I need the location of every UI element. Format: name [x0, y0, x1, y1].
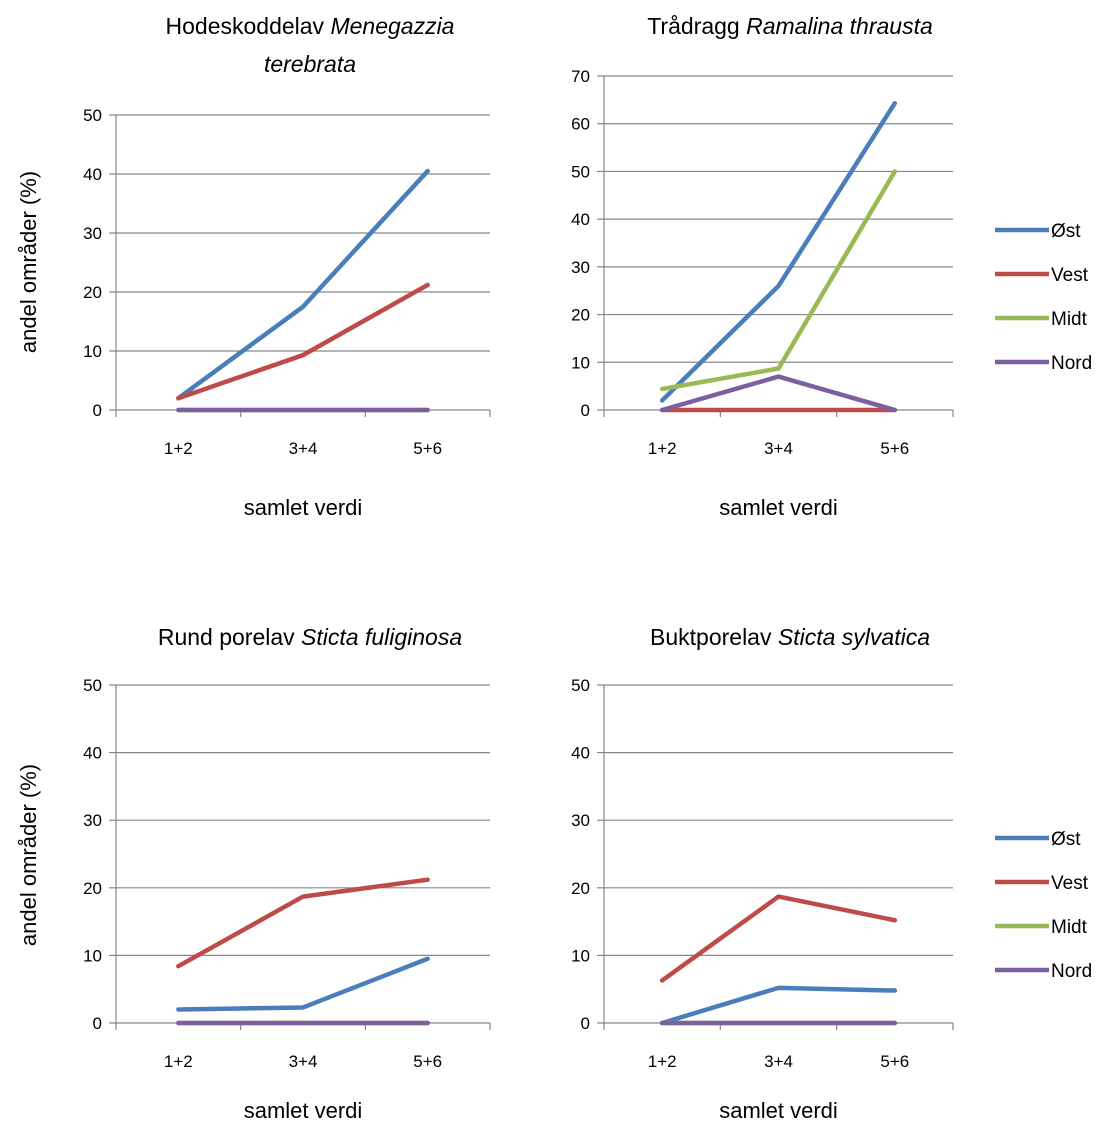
chart-title-text: Buktporelav — [650, 624, 778, 650]
y-tick-label: 50 — [571, 676, 590, 695]
legend-label: Midt — [1051, 309, 1088, 330]
x-axis-label: samlet verdi — [719, 495, 838, 520]
y-tick-label: 30 — [83, 811, 102, 830]
y-tick-label: 20 — [571, 879, 590, 898]
y-tick-label: 0 — [93, 1014, 102, 1033]
chart-title-text: Hodeskoddelav — [166, 13, 331, 39]
y-tick-label: 0 — [93, 401, 102, 420]
series-line--st — [659, 100, 898, 403]
y-tick-label: 50 — [83, 106, 102, 125]
chart-title-text: Rund porelav — [158, 624, 301, 650]
legend-label: Nord — [1051, 961, 1092, 982]
chart-panel-1: 0 10 20 30 40 50 1+2 3+4 5+6 Hodeskoddelav Menega… — [16, 13, 491, 520]
legend-label: Vest — [1051, 265, 1089, 286]
series-line-vest — [176, 877, 430, 969]
legend-2: Øst Vest Midt Nord — [995, 829, 1092, 982]
chart-title-line: Hodeskoddelav Menegazzia — [166, 13, 455, 39]
y-tick-label: 30 — [83, 224, 102, 243]
chart-title-line: Buktporelav Sticta sylvatica — [650, 624, 930, 650]
legend-label: Vest — [1051, 873, 1089, 894]
y-axis-label: andel områder (%) — [16, 764, 41, 946]
y-tick-label: 20 — [83, 879, 102, 898]
legend-1: Øst Vest Midt Nord — [995, 221, 1092, 374]
x-tick-label: 1+2 — [164, 439, 193, 458]
chart-title-text: Ramalina thrausta — [746, 13, 933, 39]
y-tick-label: 50 — [571, 162, 590, 181]
x-tick-label: 3+4 — [289, 1052, 318, 1071]
chart-title-line: Rund porelav Sticta fuliginosa — [158, 624, 462, 650]
y-tick-label: 40 — [571, 210, 590, 229]
legend-label: Øst — [1051, 829, 1081, 850]
y-tick-label: 40 — [571, 744, 590, 763]
y-tick-label: 20 — [83, 283, 102, 302]
chart-title-text: Menegazzia — [330, 13, 454, 39]
y-tick-label: 40 — [83, 165, 102, 184]
chart-title-text: Trådragg — [647, 13, 746, 39]
series-line-vest — [176, 282, 430, 401]
y-tick-label: 10 — [83, 946, 102, 965]
series-line--st — [659, 985, 898, 1026]
x-tick-label: 5+6 — [880, 439, 909, 458]
chart-title-text: terebrata — [264, 51, 356, 77]
y-tick-label: 10 — [83, 342, 102, 361]
x-tick-label: 5+6 — [413, 439, 442, 458]
chart-title-text: Sticta fuliginosa — [301, 624, 462, 650]
y-tick-label: 30 — [571, 811, 590, 830]
series-line-vest — [659, 894, 898, 983]
y-tick-label: 50 — [83, 676, 102, 695]
x-tick-label: 3+4 — [764, 1052, 793, 1071]
series-line--st — [176, 168, 430, 401]
y-axis-label: andel områder (%) — [16, 171, 41, 353]
x-tick-label: 3+4 — [289, 439, 318, 458]
series-line-nord — [659, 374, 898, 413]
chart-title-text: Sticta sylvatica — [778, 624, 930, 650]
chart-title-line: Trådragg Ramalina thrausta — [647, 13, 933, 39]
x-tick-label: 3+4 — [764, 439, 793, 458]
chart-panel-3: 0 10 20 30 40 50 1+2 3+4 5+6 Rund porelav Sticta … — [16, 624, 491, 1123]
x-tick-label: 1+2 — [648, 1052, 677, 1071]
x-axis-label: samlet verdi — [719, 1098, 838, 1123]
legend-label: Midt — [1051, 917, 1088, 938]
legend-label: Øst — [1051, 221, 1081, 242]
x-tick-label: 5+6 — [413, 1052, 442, 1071]
series-line--st — [176, 956, 430, 1012]
y-tick-label: 0 — [581, 401, 590, 420]
x-tick-label: 5+6 — [880, 1052, 909, 1071]
y-tick-label: 30 — [571, 258, 590, 277]
y-tick-label: 40 — [83, 744, 102, 763]
chart-panel-4: 0 10 20 30 40 50 1+2 3+4 5+6 Buktporelav Sticta s… — [571, 624, 954, 1123]
x-tick-label: 1+2 — [648, 439, 677, 458]
chart-panel-2: 0 10 20 30 40 50 60 70 1+2 3+4 5+6 Trådragg Ramalin… — [571, 13, 954, 520]
y-tick-label: 60 — [571, 115, 590, 134]
series-line-midt — [659, 169, 898, 392]
chart-title-line: terebrata — [264, 51, 356, 77]
y-tick-label: 20 — [571, 306, 590, 325]
legend-label: Nord — [1051, 353, 1092, 374]
x-axis-label: samlet verdi — [244, 1098, 363, 1123]
y-tick-label: 0 — [581, 1014, 590, 1033]
y-tick-label: 10 — [571, 946, 590, 965]
y-tick-label: 70 — [571, 67, 590, 86]
x-axis-label: samlet verdi — [244, 495, 363, 520]
x-tick-label: 1+2 — [164, 1052, 193, 1071]
y-tick-label: 10 — [571, 353, 590, 372]
